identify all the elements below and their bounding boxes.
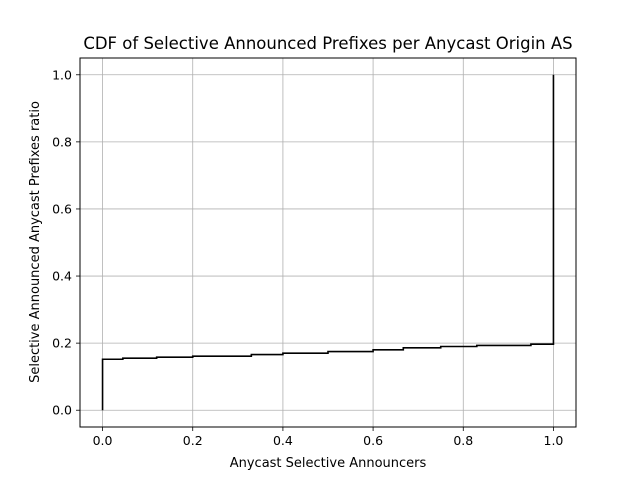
plot-frame — [79, 57, 577, 428]
x-tick-label: 0.8 — [453, 433, 473, 448]
plot-area — [80, 58, 576, 427]
y-tick-label: 0.4 — [52, 269, 72, 284]
x-axis-label: Anycast Selective Announcers — [230, 456, 427, 471]
y-tick-label: 1.0 — [52, 67, 72, 82]
x-tick-label: 0.0 — [93, 433, 113, 448]
grid — [80, 58, 576, 427]
x-axis: 0.0 0.2 0.4 0.6 0.8 1.0 — [93, 427, 564, 448]
x-tick-label: 0.4 — [273, 433, 293, 448]
y-tick-label: 0.0 — [52, 403, 72, 418]
x-tick-label: 0.2 — [183, 433, 203, 448]
x-tick-label: 0.6 — [363, 433, 383, 448]
x-tick-label: 1.0 — [544, 433, 564, 448]
chart-title: CDF of Selective Announced Prefixes per … — [83, 34, 572, 53]
y-axis: 0.0 0.2 0.4 0.6 0.8 1.0 — [52, 67, 80, 418]
y-axis-label: Selective Announced Anycast Prefixes rat… — [28, 101, 43, 383]
series-layer — [101, 74, 555, 411]
cdf-series-line — [101, 74, 555, 411]
y-tick-label: 0.8 — [52, 134, 72, 149]
y-tick-label: 0.6 — [52, 201, 72, 216]
y-tick-label: 0.2 — [52, 336, 72, 351]
